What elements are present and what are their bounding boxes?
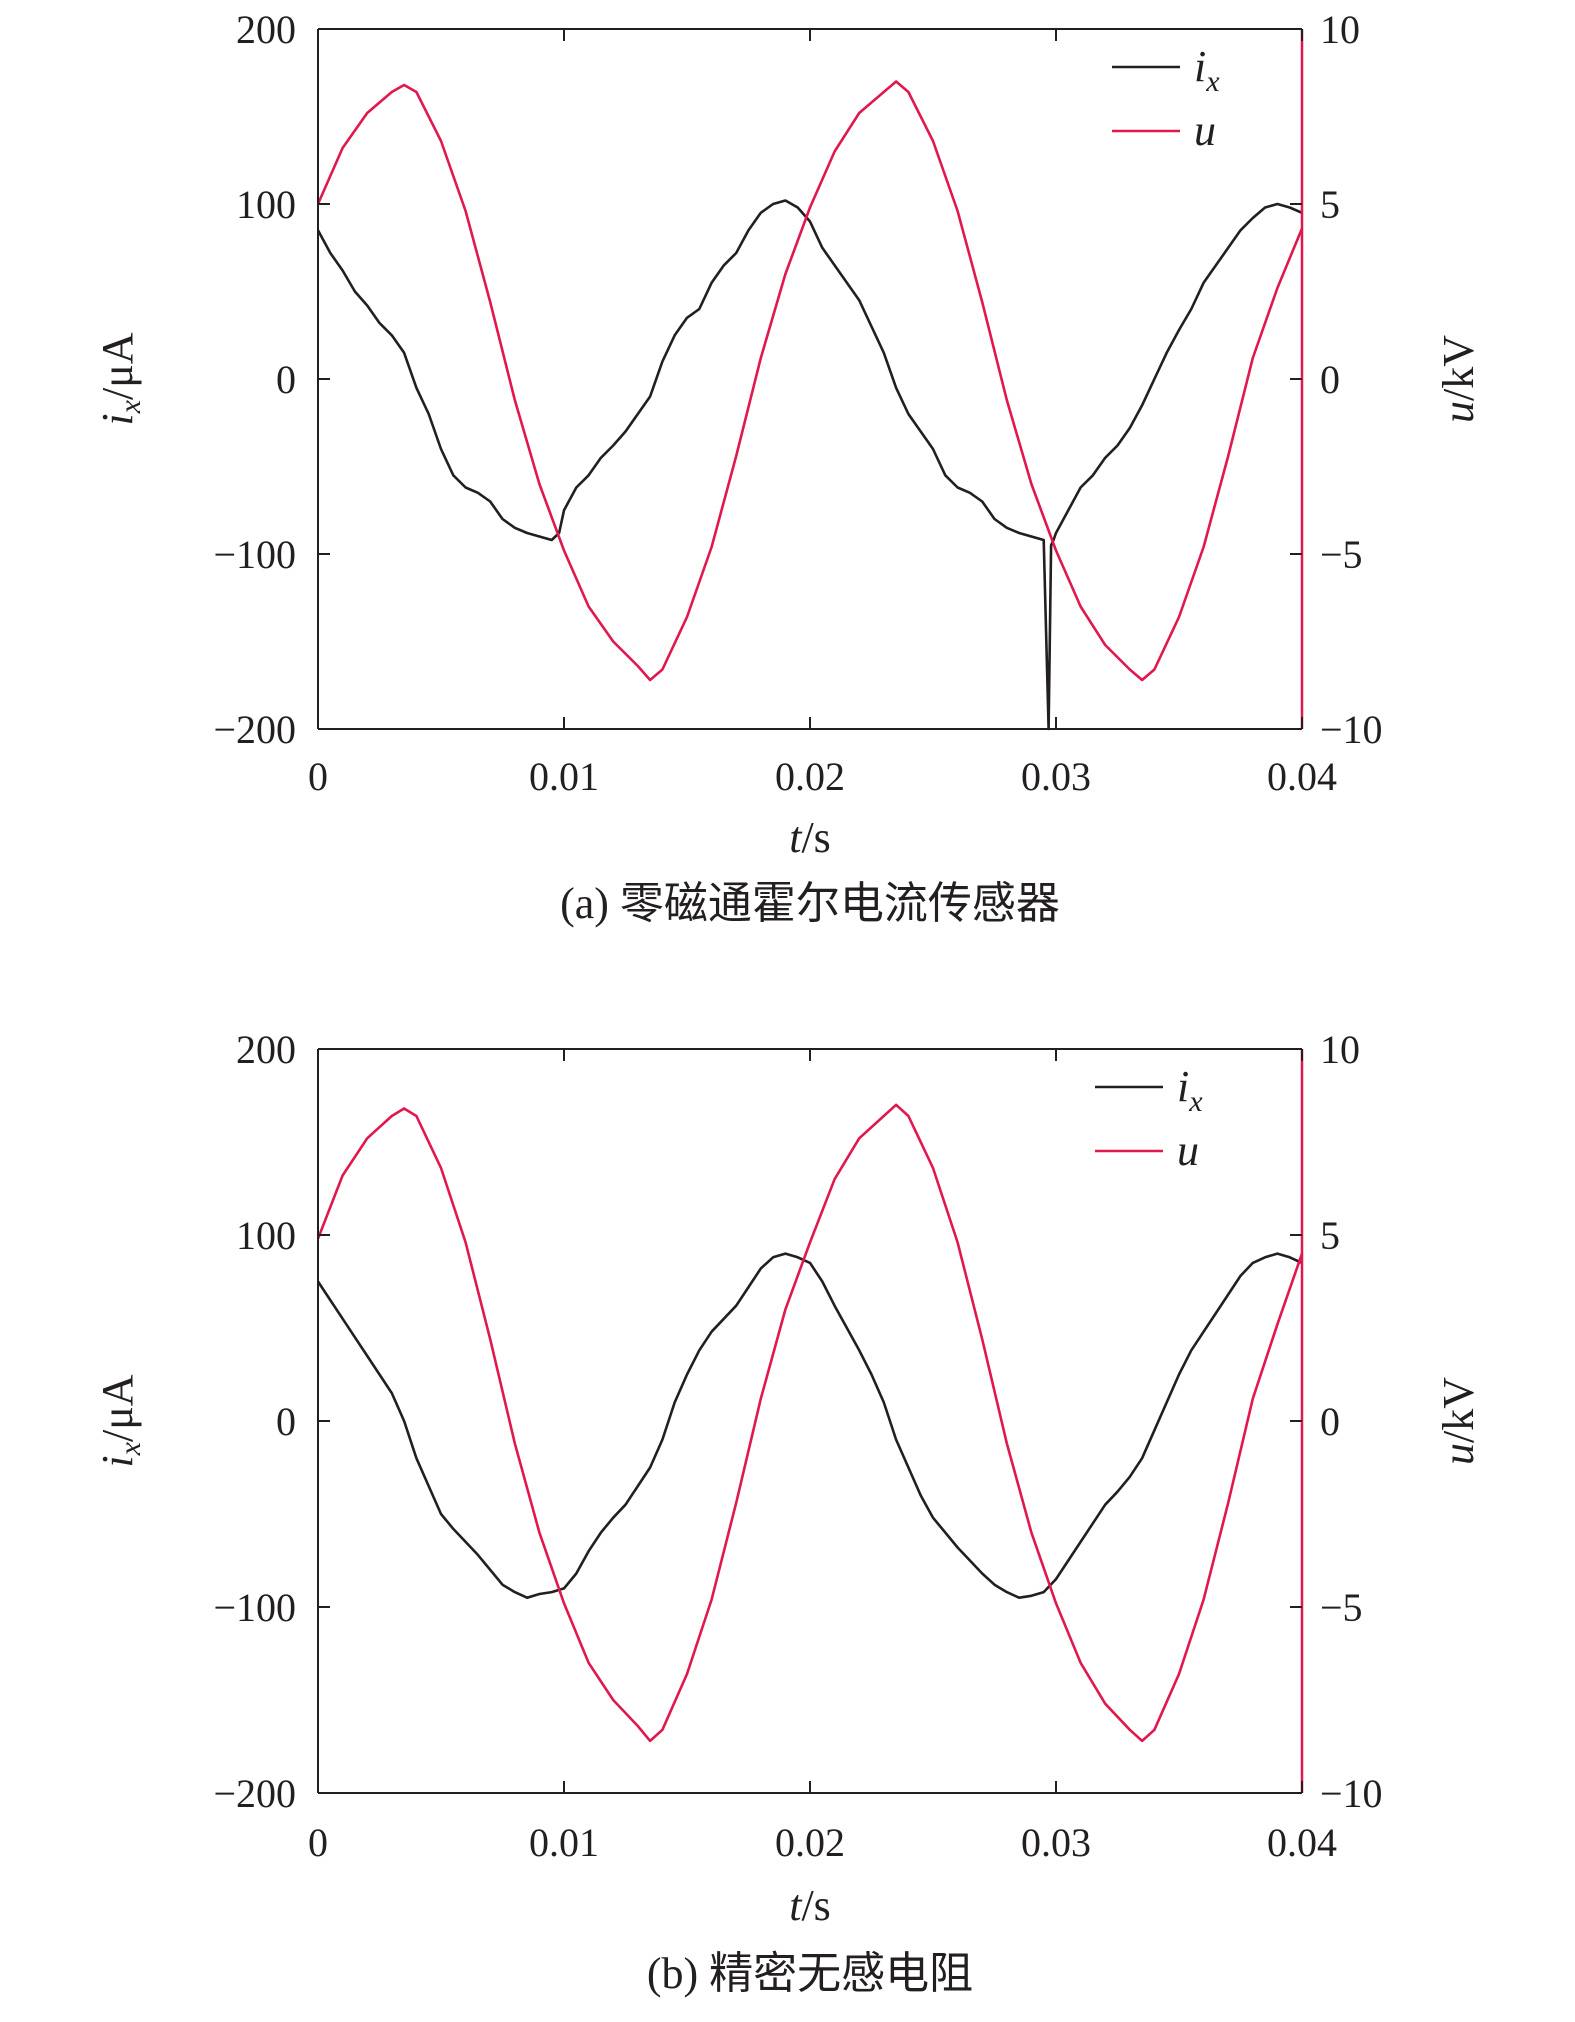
chart-b-y-left-tick-label: 200 [236, 1027, 296, 1072]
chart-a-y-left-label: ix/μA [93, 332, 147, 425]
chart-b-series-u [316, 1103, 1304, 1743]
chart-a-x-label: t/s [789, 813, 831, 862]
chart-b-y-left-label: ix/μA [93, 1374, 147, 1467]
chart-a: 0 0.01 0.02 0.03 0.04 −200 −100 0 100 200 −10 −5 0 5 1… [93, 7, 1483, 928]
chart-a-y-right-tick-label: 5 [1320, 182, 1340, 227]
chart-b-x-tick-label: 0.03 [1021, 1820, 1091, 1865]
chart-b-y-left-tick-label: 0 [276, 1399, 296, 1444]
chart-b-legend: ix u [1095, 1062, 1203, 1175]
chart-b-x-tick-label: 0 [308, 1820, 328, 1865]
chart-a-legend: ix u [1112, 42, 1220, 155]
chart-a-x-tick-label: 0.01 [529, 754, 599, 799]
chart-b-x-label: t/s [789, 1881, 831, 1930]
chart-a-y-right-tick-label: 10 [1320, 7, 1360, 52]
chart-a-y-right-tick-label: −5 [1320, 532, 1363, 577]
chart-b-y-right-tick-label: −5 [1320, 1585, 1363, 1630]
chart-b-y-right-tick-label: 5 [1320, 1213, 1340, 1258]
chart-b-caption: (b) 精密无感电阻 [647, 1949, 973, 1998]
chart-b-y-left-tick-label: −200 [213, 1771, 296, 1816]
chart-a-y-left-tick-label: 200 [236, 7, 296, 52]
chart-a-series-u [316, 80, 1304, 682]
chart-a-y-left-tick-label: 100 [236, 182, 296, 227]
chart-a-y-right-label: u/kV [1434, 335, 1483, 423]
chart-b-y-right-tick-label: −10 [1320, 1771, 1383, 1816]
chart-b-y-left-tick-label: −100 [213, 1585, 296, 1630]
chart-b-y-left-tick-label: 100 [236, 1213, 296, 1258]
chart-a-y-right-tick-label: −10 [1320, 707, 1383, 752]
chart-b: 0 0.01 0.02 0.03 0.04 −200 −100 0 100 200 −10 −5 0 5 1… [93, 1027, 1483, 1998]
chart-b-x-tick-label: 0.01 [529, 1820, 599, 1865]
chart-b-series-ix [316, 1252, 1303, 1599]
chart-a-y-left-tick-label: −200 [213, 707, 296, 752]
chart-a-caption: (a) 零磁通霍尔电流传感器 [560, 879, 1060, 928]
chart-a-x-tick-label: 0.03 [1021, 754, 1091, 799]
chart-b-legend-label-u: u [1177, 1126, 1199, 1175]
chart-a-legend-label-ix: ix [1194, 42, 1220, 98]
chart-b-y-right-tick-label: 10 [1320, 1027, 1360, 1072]
chart-a-x-tick-label: 0.02 [775, 754, 845, 799]
chart-a-x-tick-label: 0.04 [1267, 754, 1337, 799]
chart-b-x-tick-label: 0.02 [775, 1820, 845, 1865]
chart-b-y-right-tick-label: 0 [1320, 1399, 1340, 1444]
chart-b-x-tick-label: 0.04 [1267, 1820, 1337, 1865]
chart-a-y-right-tick-label: 0 [1320, 357, 1340, 402]
chart-a-legend-label-u: u [1194, 106, 1216, 155]
chart-b-y-right-label: u/kV [1434, 1377, 1483, 1465]
chart-b-legend-label-ix: ix [1177, 1062, 1203, 1118]
chart-a-series-ix [316, 199, 1303, 731]
chart-a-x-tick-label: 0 [308, 754, 328, 799]
chart-a-y-left-tick-label: −100 [213, 532, 296, 577]
chart-a-y-left-tick-label: 0 [276, 357, 296, 402]
